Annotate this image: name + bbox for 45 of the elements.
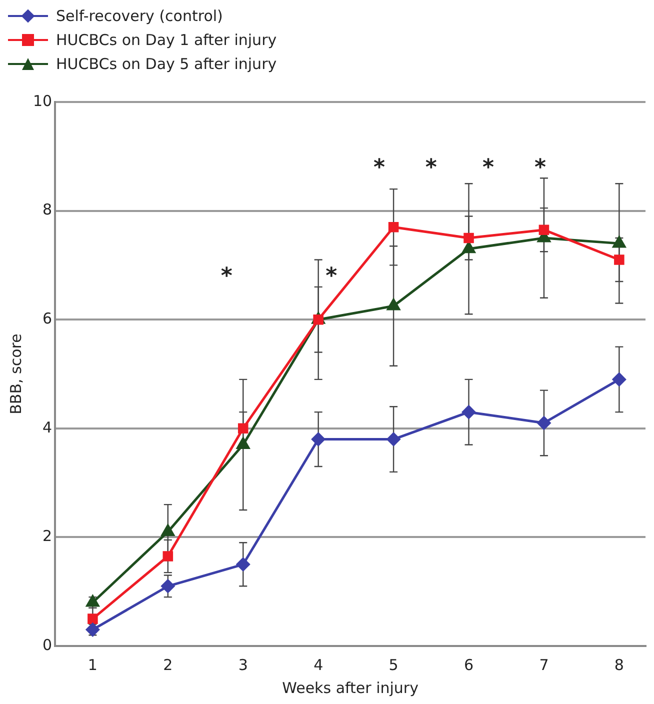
point: [236, 437, 250, 449]
x-tick-label: 1: [88, 656, 98, 674]
y-tick-label: 0: [42, 636, 52, 654]
point: [238, 423, 248, 434]
annotation: *: [534, 155, 546, 180]
point: [88, 614, 98, 624]
point: [462, 405, 476, 419]
point: [161, 524, 174, 536]
x-tick-label: 7: [539, 656, 549, 674]
legend-label: Self-recovery (control): [56, 7, 223, 25]
point: [312, 432, 326, 446]
point: [388, 222, 399, 232]
y-tick-label: 10: [32, 92, 52, 110]
point: [612, 372, 626, 386]
point: [162, 551, 174, 562]
point: [538, 224, 550, 235]
y-tick-label: 6: [42, 309, 52, 328]
point: [161, 579, 175, 593]
point: [614, 254, 624, 265]
x-tick-label: 8: [614, 656, 624, 674]
legend-label: HUCBCs on Day 5 after injury: [56, 55, 277, 73]
y-axis-title: BBB, score: [6, 334, 25, 414]
point: [86, 622, 100, 636]
annotation: *: [373, 155, 386, 180]
y-tick-label: 4: [42, 418, 52, 436]
x-tick-label: 4: [314, 656, 324, 674]
point: [464, 232, 474, 244]
point: [236, 558, 250, 572]
point: [387, 298, 400, 310]
annotation: *: [425, 155, 438, 180]
x-tick-label: 2: [163, 656, 173, 674]
point: [462, 242, 476, 254]
x-tick-label: 5: [388, 656, 398, 674]
x-axis-title: Weeks after injury: [282, 678, 419, 697]
x-tick-label: 6: [464, 656, 474, 674]
y-tick-label: 8: [42, 200, 52, 219]
annotation: *: [482, 155, 495, 180]
point: [386, 432, 400, 446]
annotation: *: [220, 264, 233, 290]
annotation: *: [326, 264, 338, 290]
legend-label: HUCBCs on Day 1 after injury: [56, 31, 277, 49]
x-tick-label: 3: [238, 656, 248, 674]
point: [537, 416, 551, 430]
point: [612, 236, 626, 248]
y-tick-label: 2: [42, 527, 52, 546]
